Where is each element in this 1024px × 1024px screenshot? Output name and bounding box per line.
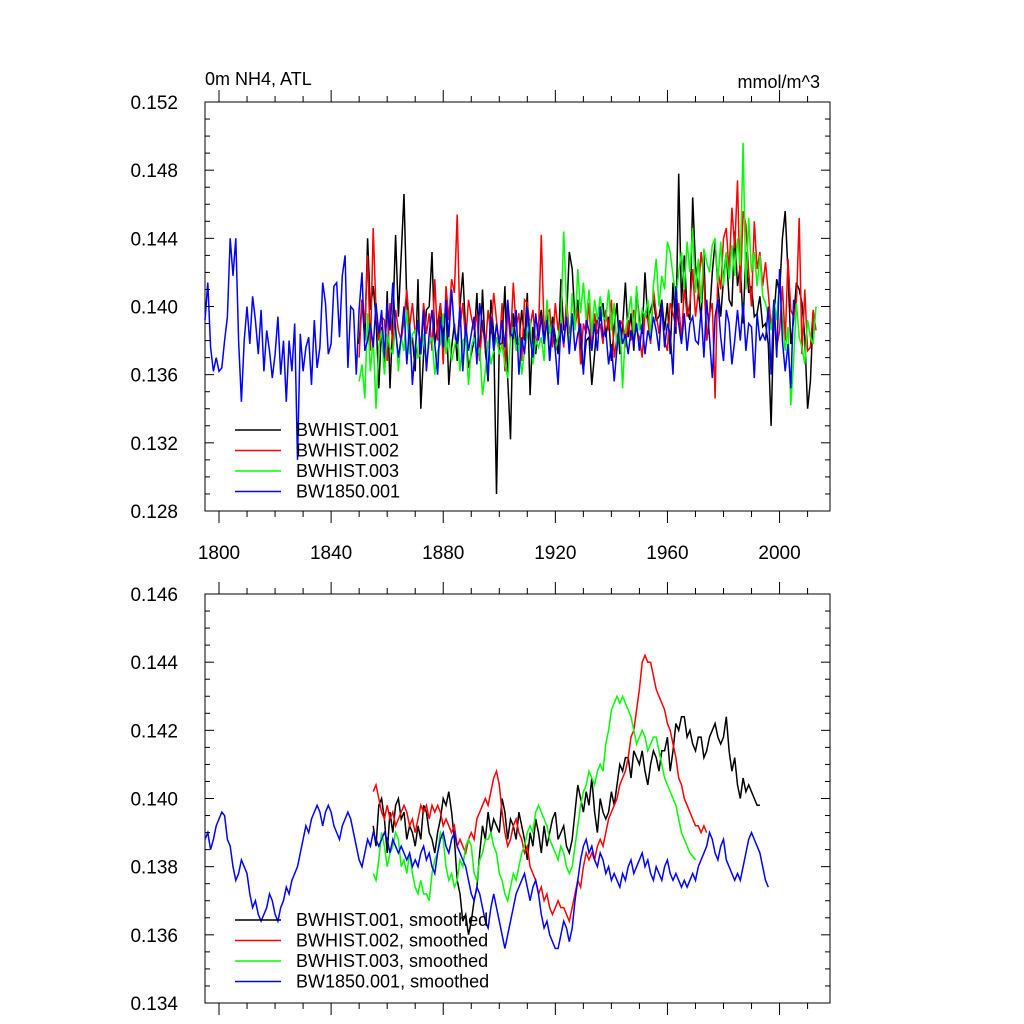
x-tick-label: 2000 xyxy=(758,543,800,564)
y-tick-label: 0.128 xyxy=(130,502,178,523)
y-tick-label: 0.152 xyxy=(130,93,178,114)
series-line-1 xyxy=(372,715,760,935)
bottom-panel: 0.134 0.136 0.138 0.140 0.142 0.144 0.146 BWHI… xyxy=(130,582,831,1015)
y-tick-label: 0.136 xyxy=(130,926,178,947)
legend-label: BW1850.001, smoothed xyxy=(296,972,489,992)
y-tick-label: 0.138 xyxy=(130,858,178,879)
y-tick-label: 0.136 xyxy=(130,366,178,387)
y-tick-label: 0.144 xyxy=(130,653,178,674)
y-tick-label: 0.132 xyxy=(130,434,178,455)
series-group xyxy=(204,653,769,950)
y-tick-label: 0.148 xyxy=(130,161,178,182)
series-line-2 xyxy=(358,180,817,399)
x-tick-label: 1800 xyxy=(198,543,240,564)
legend-label: BWHIST.001, smoothed xyxy=(296,910,488,930)
y-tick-label: 0.134 xyxy=(130,994,178,1015)
series-line-2 xyxy=(372,653,708,924)
ticks-group: 0.128 0.132 0.136 0.140 0.144 0.148 0.152 1800 1… xyxy=(130,90,830,564)
y-tick-label: 0.146 xyxy=(130,585,178,606)
x-tick-label: 1840 xyxy=(310,543,352,564)
y-tick-label: 0.142 xyxy=(130,721,178,742)
y-tick-label: 0.140 xyxy=(130,298,178,319)
x-tick-label: 1920 xyxy=(534,543,576,564)
plot-frame xyxy=(204,101,831,512)
series-group xyxy=(204,142,817,495)
ticks-group: 0.134 0.136 0.138 0.140 0.142 0.144 0.146 xyxy=(130,582,830,1015)
legend-label: BWHIST.001 xyxy=(296,420,399,440)
chart-title-left: 0m NH4, ATL xyxy=(205,69,312,89)
series-line-3 xyxy=(358,142,817,409)
series-line-3 xyxy=(372,694,697,904)
legend-label: BWHIST.003 xyxy=(296,461,399,481)
series-line-4 xyxy=(204,238,795,460)
top-panel: 0.128 0.132 0.136 0.140 0.144 0.148 0.152 1800 1… xyxy=(130,69,831,564)
legend-label: BWHIST.002, smoothed xyxy=(296,931,488,951)
legend-label: BWHIST.002 xyxy=(296,441,399,461)
legend-label: BWHIST.003, smoothed xyxy=(296,951,488,971)
x-tick-label: 1880 xyxy=(422,543,464,564)
y-tick-label: 0.144 xyxy=(130,229,178,250)
legend-label: BW1850.001 xyxy=(296,482,400,502)
x-tick-label: 1960 xyxy=(646,543,688,564)
chart-units-label: mmol/m^3 xyxy=(738,72,820,92)
series-line-4 xyxy=(204,803,769,950)
y-tick-label: 0.140 xyxy=(130,790,178,811)
